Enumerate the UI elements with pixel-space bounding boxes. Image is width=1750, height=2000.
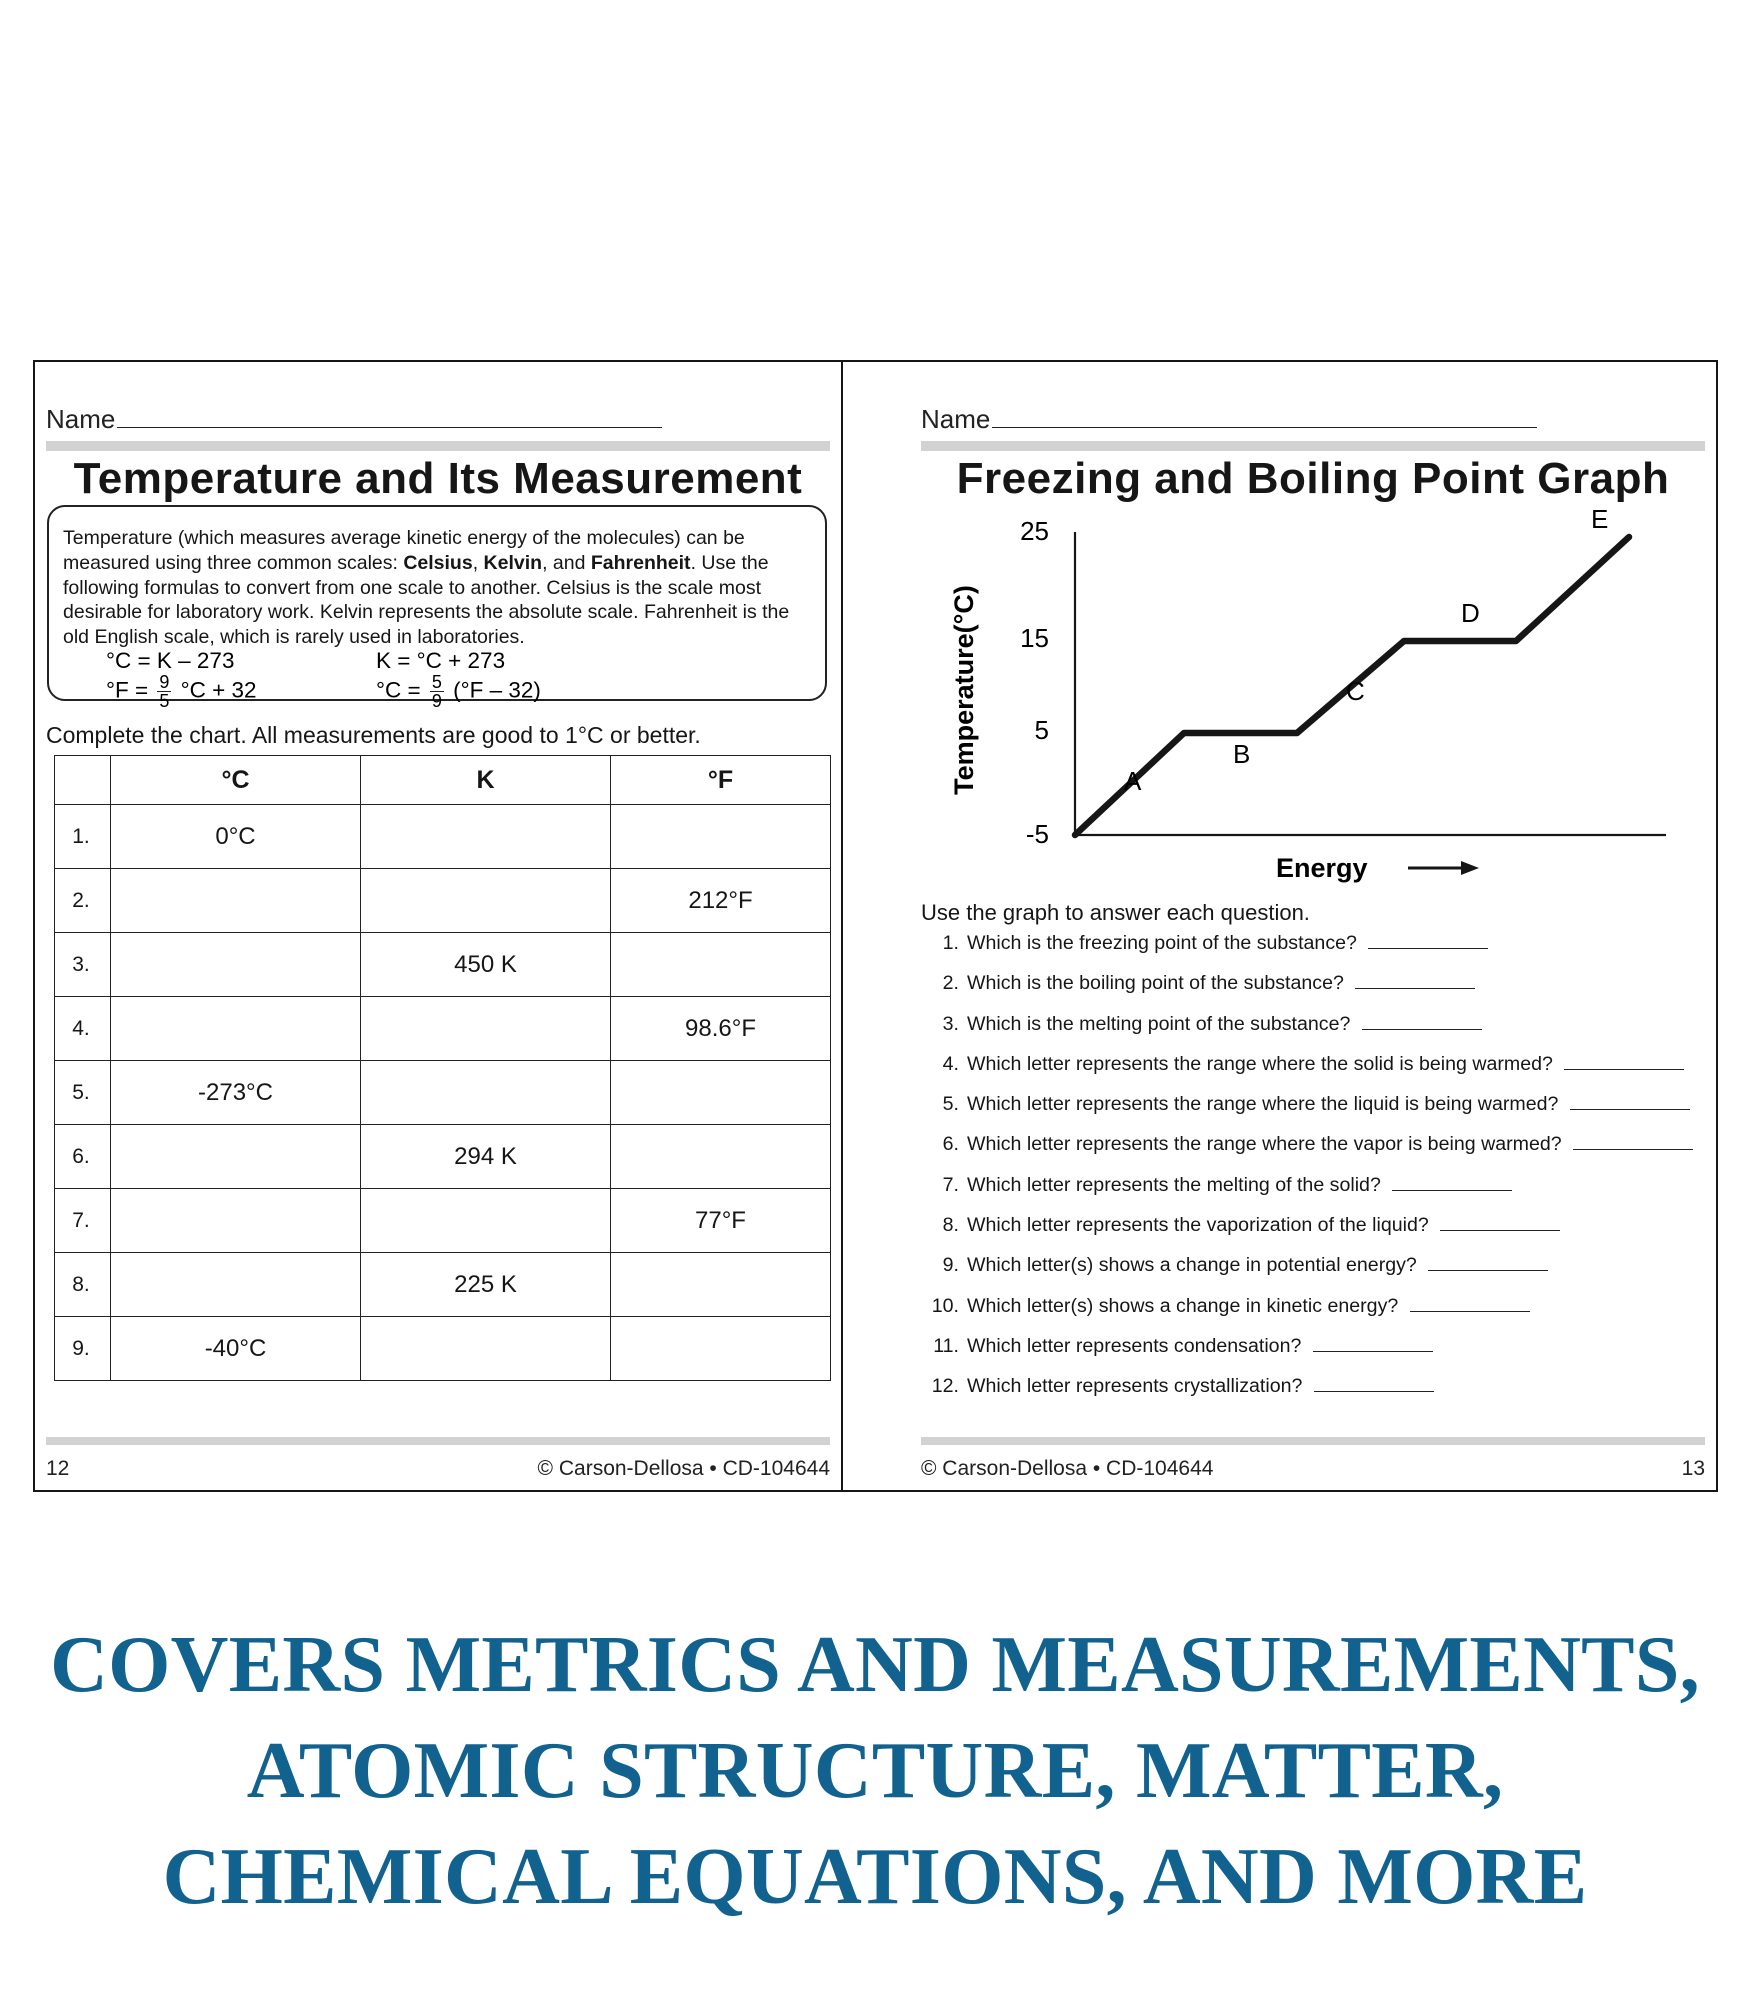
svg-text:C: C [1346,676,1365,706]
svg-text:5: 5 [1035,715,1049,745]
svg-text:Temperature(°C): Temperature(°C) [949,585,979,795]
svg-text:A: A [1124,766,1142,796]
svg-text:25: 25 [1020,516,1049,546]
svg-text:-5: -5 [1026,819,1049,849]
svg-text:E: E [1591,504,1608,534]
svg-text:D: D [1461,598,1480,628]
svg-text:B: B [1233,739,1250,769]
svg-text:Energy: Energy [1276,853,1368,883]
svg-text:15: 15 [1020,623,1049,653]
